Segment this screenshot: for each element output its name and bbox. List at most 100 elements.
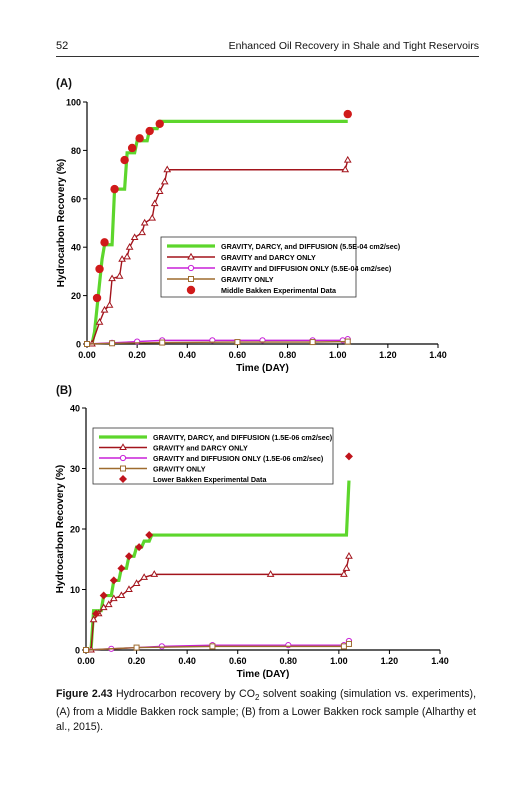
b-series-marker: [133, 644, 140, 651]
b-y-tick-label: 10: [70, 585, 80, 595]
b-legend-swatch: [119, 475, 127, 483]
caption-text-1: Hydrocarbon recovery by CO: [112, 688, 255, 700]
a-series-marker: [155, 187, 164, 195]
b-x-tick-label: 0.20: [128, 656, 146, 666]
b-series-marker: [150, 570, 159, 577]
a-series-0: [90, 119, 348, 345]
page-number: 52: [56, 40, 69, 52]
a-series-marker: [130, 233, 139, 241]
a-x-axis-label: Time (DAY): [236, 363, 289, 374]
b-series-marker: [104, 600, 113, 608]
a-x-tick-label: 0.60: [229, 350, 247, 360]
b-x-axis-label: Time (DAY): [237, 669, 290, 680]
a-legend: GRAVITY, DARCY, and DIFFUSION (5.5E-04 c…: [160, 236, 401, 298]
b-series-marker: [340, 570, 348, 577]
a-data-point: [92, 293, 102, 303]
a-series-marker: [163, 165, 172, 173]
caption-text-2: solvent soaking (simulation vs. experime…: [56, 688, 477, 734]
a-y-tick-label: 40: [71, 243, 81, 253]
a-series-marker: [115, 272, 124, 279]
a-data-point: [135, 134, 144, 143]
a-y-tick-label: 20: [71, 291, 81, 301]
b-series-line: [90, 556, 350, 651]
a-x-tick-label: 1.00: [329, 350, 347, 360]
b-series-marker: [109, 594, 118, 602]
b-series-marker: [83, 647, 89, 653]
b-data-point: [117, 564, 126, 573]
b-x-tick-label: 0.40: [178, 656, 196, 666]
a-series-1: [88, 155, 352, 347]
a-legend-label: GRAVITY ONLY: [221, 275, 274, 284]
a-legend-swatch-marker: [187, 252, 195, 260]
header-rule: [56, 56, 479, 57]
a-legend-label: GRAVITY, DARCY, and DIFFUSION (5.5E-04 c…: [221, 242, 401, 251]
a-legend-swatch-marker: [187, 264, 195, 272]
b-series-marker: [117, 591, 126, 599]
b-legend-swatch-marker: [119, 443, 127, 450]
a-series-line: [86, 340, 348, 345]
b-series-0: [89, 480, 351, 651]
b-legend-swatch-marker: [120, 465, 126, 472]
b-series-marker: [158, 643, 165, 650]
a-series-marker: [118, 255, 126, 262]
a-series-marker: [109, 340, 116, 347]
caption-subscript: 2: [254, 693, 260, 703]
a-series-marker: [150, 199, 159, 207]
b-x-tick-label: 0.80: [280, 656, 298, 666]
b-series-marker: [140, 573, 149, 580]
a-y-axis-label: Hydrocarbon Recovery (%): [56, 159, 67, 287]
a-series-line: [90, 119, 348, 345]
a-series-marker: [341, 165, 350, 173]
a-x-tick-label: 1.20: [379, 350, 397, 360]
a-data-point: [120, 155, 129, 165]
a-x-tick-label: 1.40: [429, 350, 447, 360]
a-series-marker: [309, 339, 316, 346]
b-series-1: [87, 552, 353, 653]
b-series-marker: [266, 570, 275, 577]
b-x-tick-label: 1.40: [431, 656, 449, 666]
a-x-tick-label: 0.40: [179, 350, 197, 360]
a-x-tick-label: 0.80: [279, 350, 297, 360]
b-data-point: [92, 609, 101, 618]
b-data-point: [124, 552, 133, 561]
a-data-point: [127, 143, 137, 153]
b-x-tick-label: 0.60: [229, 656, 247, 666]
a-series-marker: [140, 218, 149, 226]
a-data-point: [110, 184, 119, 194]
b-data-point: [145, 531, 154, 540]
caption-figure-label: Figure 2.43: [56, 688, 113, 700]
a-legend-label: Middle Bakken Experimental Data: [221, 286, 337, 295]
a-series-marker: [160, 177, 169, 185]
b-data-point: [344, 452, 353, 461]
a-series-marker: [344, 338, 351, 345]
b-legend-label: GRAVITY, DARCY, and DIFFUSION (1.5E-06 c…: [153, 433, 333, 442]
panel-label-b: (B): [56, 385, 72, 397]
b-series-marker: [345, 552, 353, 559]
a-y-tick-label: 100: [66, 98, 81, 108]
a-data-point: [155, 119, 164, 128]
b-legend-label: Lower Bakken Experimental Data: [153, 475, 267, 484]
b-legend-swatch-marker: [119, 454, 127, 462]
b-series-marker: [125, 585, 133, 592]
panel-label-a: (A): [56, 78, 72, 90]
a-x-tick-label: 0.00: [78, 350, 96, 360]
b-series-line: [89, 480, 351, 651]
a-series-marker: [100, 305, 109, 313]
a-series-marker: [95, 318, 104, 325]
a-series-marker: [125, 242, 134, 250]
a-series-marker: [234, 339, 241, 346]
a-x-tick-label: 0.20: [128, 350, 146, 360]
a-data-point: [145, 126, 154, 136]
a-series-marker: [159, 339, 166, 346]
a-legend-swatch: [186, 285, 196, 295]
a-data-point: [100, 238, 109, 247]
b-y-axis-label: Hydrocarbon Recovery (%): [55, 465, 66, 593]
b-y-tick-label: 40: [70, 404, 80, 414]
b-data-point: [99, 591, 108, 600]
a-series-marker: [148, 213, 157, 221]
b-data-point: [135, 543, 144, 552]
b-series-marker: [342, 564, 351, 571]
a-data-point: [343, 109, 352, 119]
a-series-marker: [84, 341, 90, 347]
b-series-4: [92, 452, 353, 618]
